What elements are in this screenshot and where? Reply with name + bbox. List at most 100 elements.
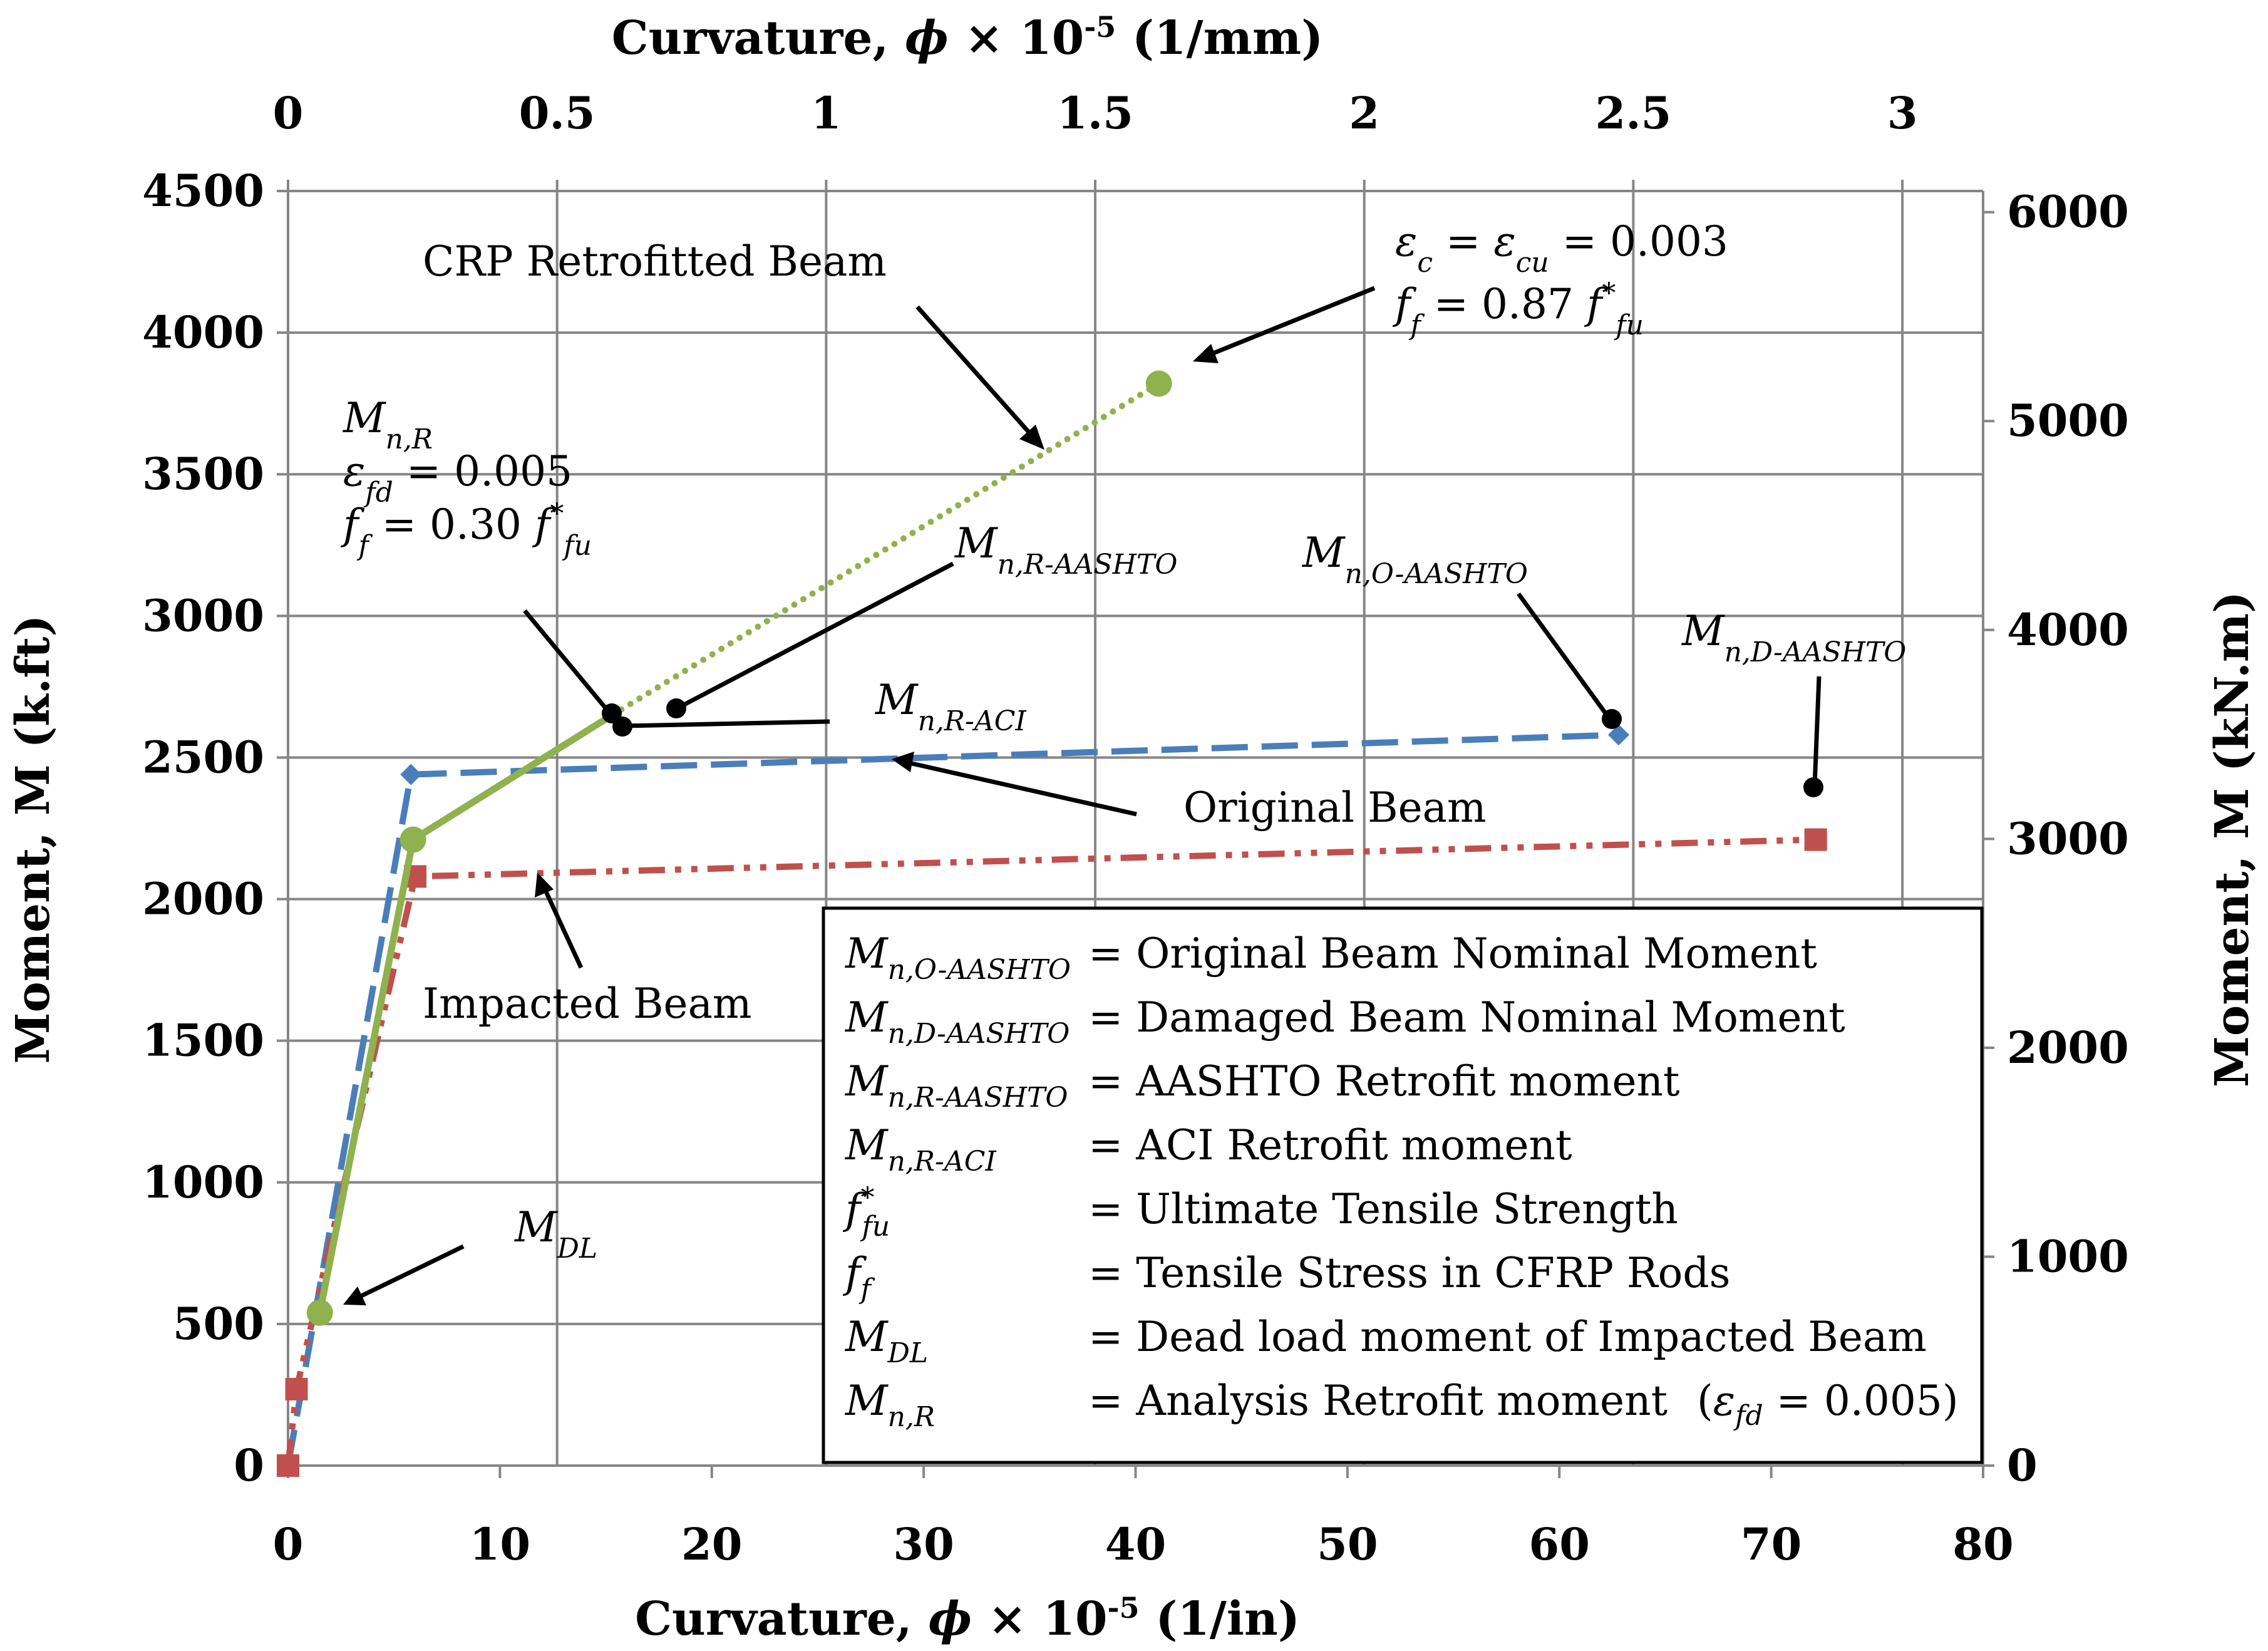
mnr-label-line2: εfd = 0.005 xyxy=(343,447,572,509)
mdl-label: MDL xyxy=(514,1203,597,1265)
mno-aashto-label: Mn,O-AASHTO xyxy=(1302,529,1528,590)
y-left-tick-label: 1500 xyxy=(142,1015,264,1067)
mnr-aci-label: Mn,R-ACI xyxy=(875,676,1027,737)
mnr-aashto-point xyxy=(666,698,686,718)
ultimate-label-line1: εc = εcu = 0.003 xyxy=(1395,217,1728,279)
y-left-tick-label: 2500 xyxy=(142,731,264,783)
x-bottom-tick-label: 60 xyxy=(1529,1518,1590,1570)
impacted-beam-marker-3 xyxy=(1804,828,1827,851)
legend-box xyxy=(822,906,1984,1464)
ultimate-arrowhead xyxy=(1193,344,1219,363)
mdl-arrow-line xyxy=(358,1244,465,1300)
impacted-arrowhead xyxy=(535,872,554,898)
y-left-tick-label: 3000 xyxy=(142,589,264,641)
legend-symbol-2: Mn,R-AASHTO xyxy=(845,1057,1068,1114)
original-arrow-line xyxy=(909,760,1137,817)
original-arrowhead xyxy=(892,752,914,772)
crp-retrofitted-beam-line-dotted xyxy=(609,380,1162,718)
y-left-tick-label: 0 xyxy=(234,1439,264,1491)
x-bottom-tick-label: 20 xyxy=(681,1518,742,1570)
x-top-tick-label: 3 xyxy=(1887,87,1918,139)
legend: Mn,O-AASHTO = Original Beam Nominal Momen… xyxy=(822,906,1984,1464)
legend-symbol-4: f* fu xyxy=(842,1182,890,1243)
axes xyxy=(277,180,1994,1478)
original-label: Original Beam xyxy=(1183,784,1487,832)
legend-symbol-0: Mn,O-AASHTO xyxy=(845,929,1071,986)
y-left-axis-title: Moment, M (k.ft) xyxy=(6,615,60,1064)
legend-extra-7: (εfd = 0.005) xyxy=(1697,1377,1959,1432)
y-right-tick-label: 0 xyxy=(2007,1439,2038,1491)
x-bottom-tick-label: 70 xyxy=(1741,1518,1802,1570)
ultimate-arrow-line xyxy=(1210,286,1376,356)
impacted-arrow-line xyxy=(541,885,584,969)
annotation-lines xyxy=(358,286,1822,1300)
x-top-tick-label: 1 xyxy=(811,87,842,139)
y-right-tick-label: 1000 xyxy=(2007,1230,2129,1282)
x-bottom-tick-label: 10 xyxy=(470,1518,530,1570)
y-right-axis-title: Moment, M (kN.m) xyxy=(2205,591,2259,1087)
crp-retrofitted-beam-marker-3 xyxy=(1145,370,1172,397)
legend-desc-3: = ACI Retrofit moment xyxy=(1088,1121,1572,1169)
legend-desc-5: = Tensile Stress in CFRP Rods xyxy=(1088,1249,1730,1297)
x-top-tick-label: 2 xyxy=(1349,87,1379,139)
mno-aashto-point xyxy=(1602,709,1622,729)
crp-label: CRP Retrofitted Beam xyxy=(423,237,887,286)
legend-symbol-6: MDL xyxy=(845,1313,928,1369)
x-top-tick-label: 0 xyxy=(273,87,304,139)
crp-retrofitted-beam-marker-1 xyxy=(399,826,426,853)
crp-retrofitted-beam-marker-0 xyxy=(306,1299,333,1326)
legend-symbol-1: Mn,D-AASHTO xyxy=(845,993,1070,1050)
mnr-leader-line xyxy=(523,609,612,716)
y-left-tick-label: 500 xyxy=(173,1298,264,1350)
legend-desc-6: = Dead load moment of Impacted Beam xyxy=(1088,1313,1927,1361)
y-right-tick-label: 6000 xyxy=(2007,186,2129,238)
y-right-tick-label: 2000 xyxy=(2007,1022,2129,1074)
x-bottom-tick-label: 50 xyxy=(1317,1518,1378,1570)
legend-symbol-3: Mn,R-ACI xyxy=(845,1121,997,1177)
mno-aashto-leader-line xyxy=(1517,592,1611,720)
x-top-axis-title: Curvature, ϕ × 10-5 (1/mm) xyxy=(612,10,1323,65)
y-right-tick-label: 4000 xyxy=(2007,604,2129,656)
legend-desc-1: = Damaged Beam Nominal Moment xyxy=(1088,993,1845,1042)
impacted-beam-marker-1 xyxy=(285,1377,308,1400)
original-beam-marker-2 xyxy=(1607,724,1629,746)
x-top-tick-label: 1.5 xyxy=(1057,87,1133,139)
legend-desc-2: = AASHTO Retrofit moment xyxy=(1088,1057,1680,1105)
mnd-aashto-point xyxy=(1803,777,1823,797)
original-beam-marker-1 xyxy=(400,763,422,785)
mnd-aashto-leader-line xyxy=(1812,676,1822,787)
legend-desc-4: = Ultimate Tensile Strength xyxy=(1088,1185,1678,1233)
crp-arrow-line xyxy=(915,305,1036,440)
crp-arrowhead xyxy=(1019,425,1044,450)
legend-desc-7: = Analysis Retrofit moment xyxy=(1088,1377,1667,1425)
x-bottom-tick-label: 30 xyxy=(893,1518,954,1570)
x-top-tick-label: 2.5 xyxy=(1595,87,1672,139)
mnr-aashto-label: Mn,R-AASHTO xyxy=(954,519,1177,581)
x-bottom-tick-label: 0 xyxy=(273,1518,304,1570)
x-bottom-tick-label: 80 xyxy=(1952,1518,2013,1570)
legend-symbol-7: Mn,R xyxy=(845,1377,935,1433)
impacted-label: Impacted Beam xyxy=(423,980,752,1028)
impacted-beam-marker-0 xyxy=(277,1454,299,1477)
x-top-tick-label: 0.5 xyxy=(519,87,595,139)
annotation-points xyxy=(602,698,1823,797)
mnr-aci-leader-line xyxy=(623,719,830,728)
annotation-arrowheads xyxy=(343,344,1219,1305)
x-bottom-axis-title: Curvature, ϕ × 10-5 (1/in) xyxy=(635,1591,1300,1646)
mnr-aashto-leader-line xyxy=(677,561,954,710)
y-left-tick-label: 4500 xyxy=(142,165,264,217)
y-right-tick-label: 3000 xyxy=(2007,812,2129,864)
y-left-tick-label: 4000 xyxy=(142,306,264,358)
mnr-aci-point xyxy=(612,717,632,737)
series xyxy=(277,370,1827,1477)
mdl-arrowhead xyxy=(343,1286,366,1305)
impacted-beam-line xyxy=(285,836,1816,1466)
mnd-aashto-label: Mn,D-AASHTO xyxy=(1681,607,1906,668)
y-left-tick-label: 2000 xyxy=(142,873,264,925)
legend-desc-0: = Original Beam Nominal Moment xyxy=(1088,929,1817,978)
y-left-tick-label: 1000 xyxy=(142,1156,264,1208)
y-right-tick-label: 5000 xyxy=(2007,395,2129,447)
mnr-label-line1: Mn,R xyxy=(343,394,433,455)
y-left-tick-label: 3500 xyxy=(142,448,264,500)
